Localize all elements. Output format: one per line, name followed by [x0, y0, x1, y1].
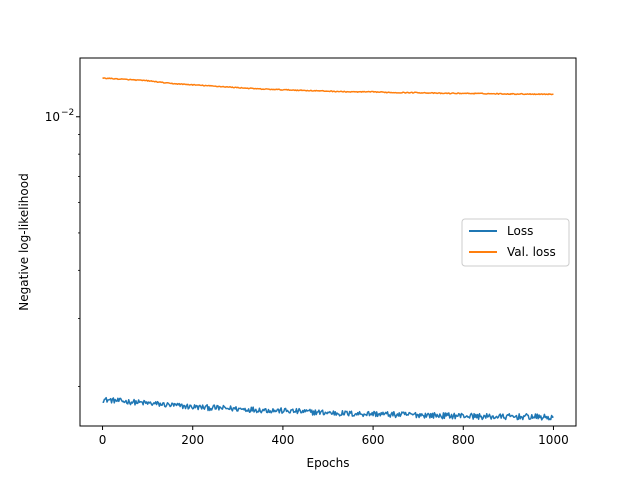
series-line-loss [102, 396, 554, 421]
y-axis-label: Negative log-likelihood [17, 173, 31, 310]
x-tick-label: 200 [181, 433, 204, 447]
plot-frame [79, 57, 577, 427]
x-axis-label: Epochs [307, 456, 350, 470]
x-tick-label: 1000 [538, 433, 569, 447]
series-layer [102, 77, 554, 421]
y-tick-label-exponent: −2 [61, 108, 74, 118]
axes-layer: 0 200 400 600 800 1000 10 −2 [45, 57, 577, 447]
x-tick-label: 600 [362, 433, 385, 447]
x-tick-label: 800 [452, 433, 475, 447]
x-tick-label: 0 [99, 433, 107, 447]
legend-label-val-loss: Val. loss [507, 245, 556, 259]
y-tick-label: 10 [45, 110, 60, 124]
legend: Loss Val. loss [461, 218, 570, 267]
x-tick-label: 400 [271, 433, 294, 447]
series-line-val-loss [102, 77, 554, 96]
legend-label-loss: Loss [507, 224, 533, 238]
